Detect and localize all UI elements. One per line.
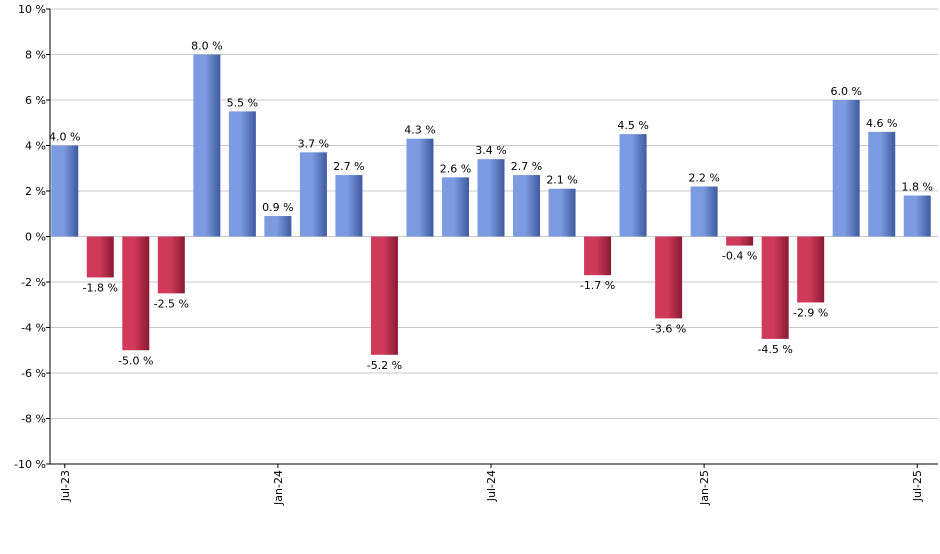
bar-jan-25 (690, 186, 718, 237)
bar-nov-23 (193, 54, 221, 237)
bar-feb-24 (299, 152, 327, 237)
data-label-nov-24: 4.5 % (617, 119, 648, 132)
x-tick-label: Jul-25 (911, 470, 924, 502)
data-label-aug-24: 2.7 % (511, 160, 542, 173)
y-tick-label: 0 % (25, 231, 46, 244)
bar-may-24 (406, 138, 434, 237)
bar-apr-24 (370, 236, 398, 355)
data-label-may-24: 4.3 % (404, 124, 435, 137)
data-label-jul-25: 1.8 % (902, 181, 933, 194)
bar-dec-24 (655, 236, 683, 319)
data-label-feb-24: 3.7 % (298, 137, 329, 150)
x-tick-label: Jul-23 (59, 470, 72, 502)
axes (49, 9, 938, 465)
bar-mar-24 (335, 175, 363, 237)
bar-may-25 (832, 100, 860, 237)
data-label-jun-25: 4.6 % (866, 117, 897, 130)
y-tick-label: 6 % (25, 94, 46, 107)
data-label-apr-24: -5.2 % (367, 359, 402, 372)
data-label-oct-24: -1.7 % (580, 279, 615, 292)
data-label-nov-23: 8.0 % (191, 40, 222, 53)
bar-jun-25 (868, 131, 896, 237)
bar-jan-24 (264, 216, 292, 237)
data-labels: 4.0 % -1.8 % -5.0 % -2.5 % 8.0 % 5.5 % 0.9 % 3.… (49, 40, 933, 372)
y-tick-label: -2 % (21, 276, 46, 289)
x-tick-label: Jan-24 (272, 470, 285, 506)
data-label-mar-25: -4.5 % (757, 343, 792, 356)
bar-aug-24 (513, 175, 541, 237)
y-tick-label: 2 % (25, 185, 46, 198)
y-tick-label: 8 % (25, 49, 46, 62)
x-tick-label: Jan-25 (698, 470, 711, 506)
bar-jul-24 (477, 159, 505, 237)
bar-jul-23 (51, 145, 79, 237)
bar-jul-25 (903, 195, 931, 237)
bar-aug-23 (86, 236, 114, 278)
bars (51, 54, 931, 355)
y-axis-ticks: 10 % 8 % 6 % 4 % 2 % 0 % -2 % -4 % -6 % -8 % -10 % (14, 3, 50, 471)
bar-dec-23 (228, 111, 256, 237)
data-label-aug-23: -1.8 % (83, 281, 118, 294)
data-label-jan-24: 0.9 % (262, 201, 293, 214)
data-label-jan-25: 2.2 % (688, 171, 719, 184)
data-label-sep-24: 2.1 % (546, 174, 577, 187)
y-tick-label: -4 % (21, 322, 46, 335)
bar-feb-25 (726, 236, 754, 246)
bar-sep-23 (122, 236, 150, 351)
data-label-may-25: 6.0 % (830, 85, 861, 98)
bar-oct-23 (157, 236, 185, 294)
data-label-sep-23: -5.0 % (118, 354, 153, 367)
bar-apr-25 (797, 236, 825, 303)
data-label-jul-23: 4.0 % (49, 131, 80, 144)
bar-nov-24 (619, 134, 647, 237)
bar-oct-24 (584, 236, 612, 276)
bar-sep-24 (548, 188, 576, 237)
y-tick-label: 4 % (25, 140, 46, 153)
x-tick-label: Jul-24 (485, 470, 498, 502)
data-label-mar-24: 2.7 % (333, 160, 364, 173)
x-axis-ticks: Jul-23 Jan-24 Jul-24 Jan-25 Jul-25 (59, 464, 924, 506)
data-label-feb-25: -0.4 % (722, 250, 757, 263)
bar-jun-24 (441, 177, 469, 237)
data-label-apr-25: -2.9 % (793, 306, 828, 319)
bar-mar-25 (761, 236, 789, 339)
y-tick-label: -10 % (14, 458, 46, 471)
y-tick-label: 10 % (18, 3, 46, 16)
data-label-dec-23: 5.5 % (227, 96, 258, 109)
data-label-oct-23: -2.5 % (154, 297, 189, 310)
y-tick-label: -6 % (21, 367, 46, 380)
data-label-dec-24: -3.6 % (651, 322, 686, 335)
data-label-jul-24: 3.4 % (475, 144, 506, 157)
y-tick-label: -8 % (21, 413, 46, 426)
data-label-jun-24: 2.6 % (440, 162, 471, 175)
